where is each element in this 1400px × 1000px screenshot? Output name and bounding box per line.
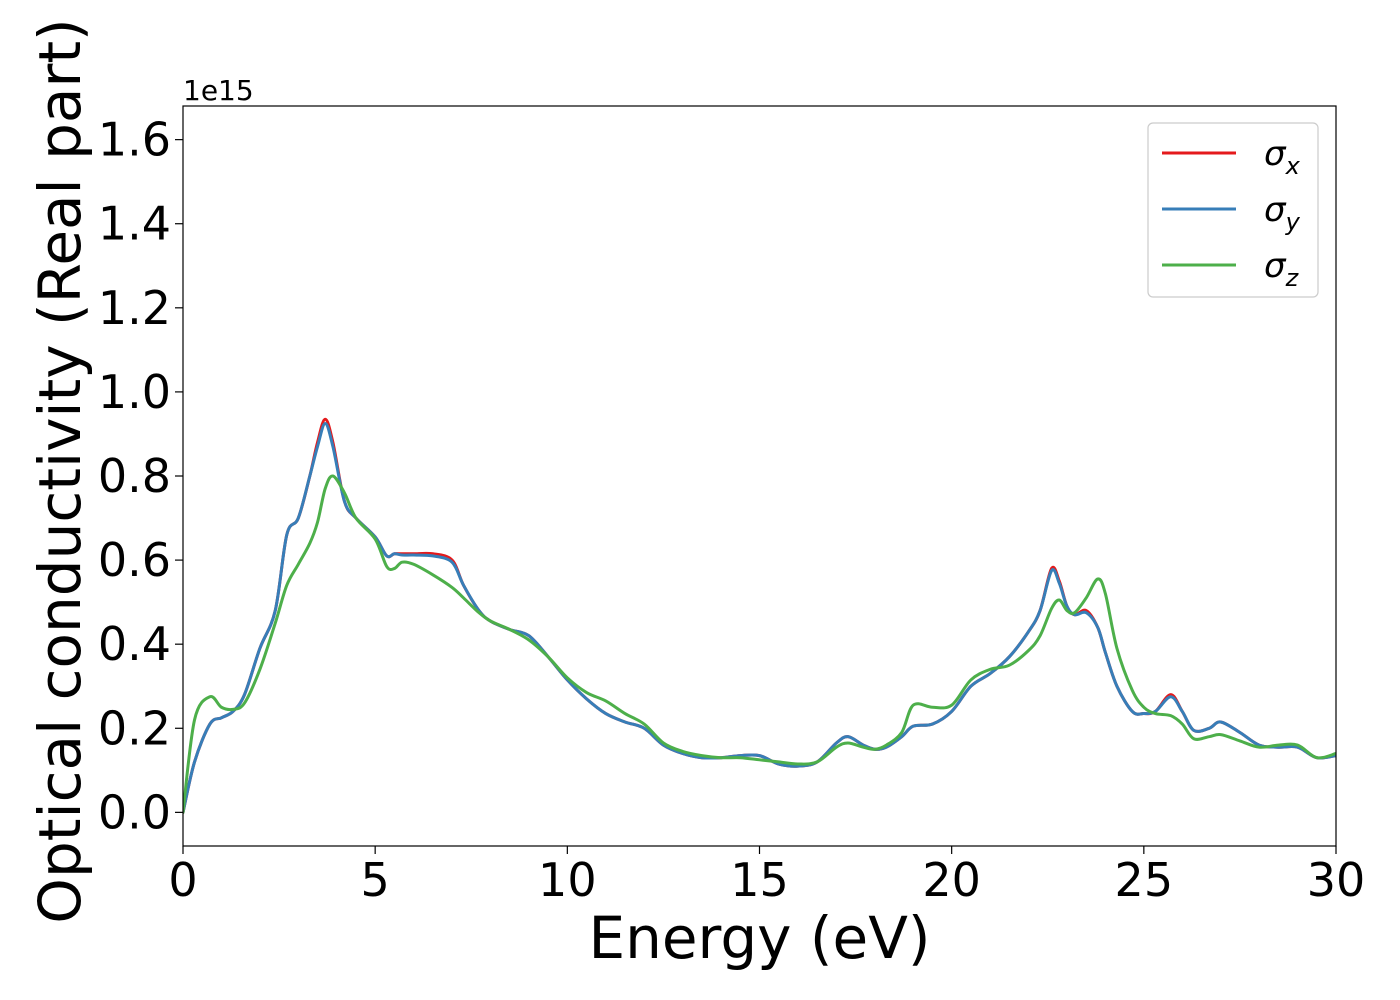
y-tick-label: 0.4 xyxy=(98,617,171,671)
y-tick-label: 0.0 xyxy=(98,785,171,839)
x-axis-title: Energy (eV) xyxy=(588,904,930,972)
x-tick-label: 15 xyxy=(730,853,789,907)
legend-label: σz xyxy=(1264,246,1300,292)
legend-subscript: z xyxy=(1285,264,1300,292)
series-line-y xyxy=(183,421,1336,814)
y-tick-label: 0.6 xyxy=(98,533,171,587)
y-tick-label: 1.6 xyxy=(98,113,171,167)
y-axis-title: Optical conductivity (Real part) xyxy=(26,18,94,923)
legend-item-x: σx xyxy=(1162,134,1301,180)
y-tick-label: 1.4 xyxy=(98,197,171,251)
y-tick-label: 0.2 xyxy=(98,701,171,755)
legend-subscript: x xyxy=(1285,152,1301,180)
legend-symbol: σ xyxy=(1264,190,1287,230)
series-line-x xyxy=(183,417,1336,814)
x-axis-ticks: 0 5 10 15 20 25 30 xyxy=(168,846,1365,907)
series-layer xyxy=(183,417,1336,814)
x-tick-label: 20 xyxy=(922,853,981,907)
y-axis-ticks: 0.0 0.2 0.4 0.6 0.8 1.0 1.2 1.4 1.6 xyxy=(98,113,183,839)
y-tick-label: 1.0 xyxy=(98,365,171,419)
x-tick-label: 30 xyxy=(1307,853,1366,907)
legend-symbol: σ xyxy=(1264,134,1287,174)
y-tick-label: 0.8 xyxy=(98,449,171,503)
legend-subscript: y xyxy=(1285,208,1301,236)
legend-item-y: σy xyxy=(1162,190,1301,236)
legend-item-z: σz xyxy=(1162,246,1300,292)
x-tick-label: 0 xyxy=(168,853,197,907)
x-tick-label: 25 xyxy=(1115,853,1174,907)
legend-symbol: σ xyxy=(1264,246,1287,286)
legend-label: σx xyxy=(1264,134,1301,180)
legend-label: σy xyxy=(1264,190,1301,236)
x-tick-label: 5 xyxy=(361,853,390,907)
y-tick-label: 1.2 xyxy=(98,281,171,335)
x-tick-label: 10 xyxy=(538,853,597,907)
y-axis-offset-label: 1e15 xyxy=(183,74,254,107)
series-line-z xyxy=(183,474,1336,814)
